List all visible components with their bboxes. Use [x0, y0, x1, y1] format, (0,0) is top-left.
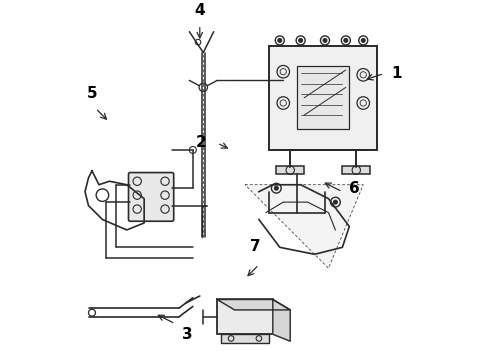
Circle shape — [278, 38, 282, 42]
Bar — [270, 46, 377, 150]
Text: 6: 6 — [349, 181, 360, 196]
Polygon shape — [217, 300, 290, 310]
Bar — [343, 166, 370, 174]
Circle shape — [333, 200, 338, 204]
Circle shape — [344, 38, 348, 42]
Bar — [217, 300, 273, 334]
Circle shape — [323, 38, 327, 42]
Bar — [297, 67, 349, 129]
Text: 5: 5 — [87, 86, 98, 101]
Bar — [220, 334, 270, 343]
Text: 7: 7 — [250, 239, 261, 254]
Circle shape — [274, 186, 278, 190]
Circle shape — [361, 38, 366, 42]
Text: 3: 3 — [182, 327, 193, 342]
Text: 1: 1 — [391, 66, 402, 81]
Polygon shape — [245, 185, 363, 268]
Text: 4: 4 — [195, 3, 205, 18]
Bar — [276, 166, 304, 174]
Circle shape — [298, 38, 303, 42]
FancyBboxPatch shape — [128, 172, 174, 221]
Polygon shape — [273, 300, 290, 341]
Text: 2: 2 — [196, 135, 207, 150]
